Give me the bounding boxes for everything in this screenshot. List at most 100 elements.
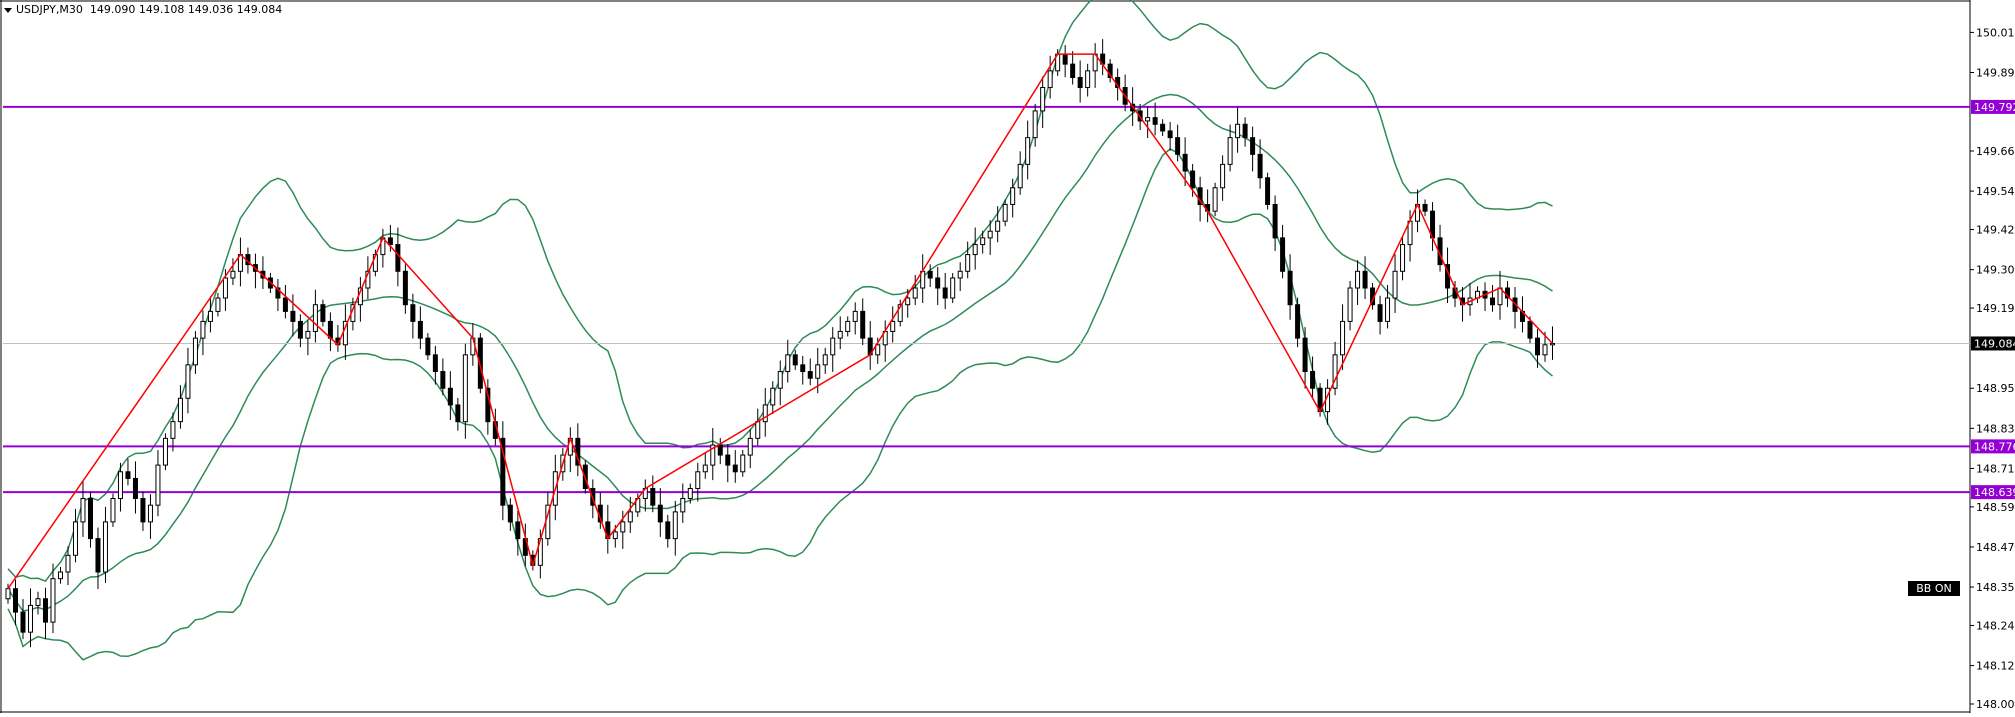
candle: [57, 566, 63, 584]
candle-body: [155, 464, 161, 506]
level-price-tag: [1971, 439, 2015, 454]
candle: [95, 527, 101, 590]
bb-middle-band: [7, 93, 1553, 612]
symbol-header: USDJPY,M30 149.090 149.108 149.036 149.0…: [4, 3, 282, 16]
candle-body: [95, 538, 101, 573]
candle: [20, 599, 26, 640]
candle: [935, 266, 941, 306]
candle-body: [207, 310, 213, 322]
candle-body: [425, 337, 431, 356]
candle-body: [725, 454, 731, 466]
candle: [1542, 331, 1548, 362]
candle: [852, 302, 858, 335]
y-tick-label: 148.710: [1976, 462, 2015, 475]
candle: [987, 220, 993, 255]
zigzag-line: [7, 53, 1554, 590]
candle: [1347, 280, 1353, 331]
candle-body: [702, 464, 708, 473]
candle-body: [1032, 110, 1038, 139]
candle: [1002, 199, 1008, 227]
candle-body: [672, 511, 678, 540]
candle: [1272, 195, 1278, 251]
candle: [972, 227, 978, 270]
candle-body: [312, 304, 318, 332]
candle-body: [1535, 337, 1541, 356]
candle-body: [830, 337, 836, 356]
candle-body: [192, 337, 198, 366]
candle-body: [305, 330, 311, 339]
candle-body: [125, 471, 131, 479]
candle: [995, 206, 1001, 243]
candle-body: [852, 310, 858, 322]
candle-body: [1295, 304, 1301, 339]
candle: [702, 452, 708, 479]
candle: [957, 262, 963, 292]
candle-body: [620, 521, 626, 533]
candle: [837, 316, 843, 350]
current-price-tag: [1971, 336, 2015, 351]
candle-body: [1175, 137, 1181, 155]
candle-body: [710, 444, 716, 466]
candle: [500, 421, 506, 521]
candle-body: [290, 310, 296, 322]
candle: [830, 327, 836, 372]
candle-body: [957, 270, 963, 279]
candle-body: [297, 320, 303, 339]
candle: [1040, 76, 1046, 128]
candle: [912, 274, 918, 306]
candle: [717, 438, 723, 465]
candle: [455, 397, 461, 431]
candle: [1490, 284, 1496, 312]
candle: [230, 258, 236, 285]
candle: [147, 494, 153, 539]
candle: [725, 444, 731, 483]
y-tick-label: 148.120: [1976, 660, 2015, 673]
candle-body: [657, 504, 663, 523]
candle: [650, 475, 656, 513]
candle: [155, 450, 161, 517]
candle-body: [1242, 123, 1248, 139]
candle-body: [1085, 70, 1091, 89]
y-tick-label: 149.425: [1976, 224, 2015, 237]
candle: [1535, 329, 1541, 368]
candle: [1422, 199, 1428, 217]
candle-body: [807, 371, 813, 379]
candle-body: [785, 354, 791, 373]
candle-body: [20, 611, 26, 633]
candle-body: [1010, 187, 1016, 205]
candle-body: [1550, 342, 1556, 346]
candle-body: [417, 320, 423, 339]
candle: [1332, 341, 1338, 396]
bb-lower-band: [7, 147, 1553, 661]
candle: [1362, 256, 1368, 300]
bb-toggle-button[interactable]: BB ON: [1908, 581, 1960, 596]
candle: [965, 241, 971, 279]
collapse-triangle-icon[interactable]: [4, 7, 12, 13]
y-tick-label: 149.895: [1976, 66, 2015, 79]
candle-body: [215, 297, 221, 312]
candle-body: [1070, 63, 1076, 79]
candle-body: [740, 454, 746, 473]
candle: [1167, 121, 1173, 151]
candle: [1070, 51, 1076, 85]
candle: [1302, 327, 1308, 389]
candle: [207, 296, 213, 333]
candle: [507, 498, 513, 531]
candle: [320, 299, 326, 327]
candle-body: [1287, 270, 1293, 306]
candle: [672, 500, 678, 556]
candle: [1400, 237, 1406, 281]
candle-body: [1362, 270, 1368, 289]
candle: [297, 314, 303, 348]
level-price-label: 148.776: [1974, 440, 2015, 453]
candle: [102, 506, 108, 584]
y-tick-label: 148.950: [1976, 382, 2015, 395]
candle-body: [687, 487, 693, 500]
candle-body: [680, 498, 686, 513]
candle-body: [1227, 137, 1233, 165]
candle: [1287, 254, 1293, 320]
candle: [1340, 304, 1346, 370]
candle-body: [987, 230, 993, 239]
